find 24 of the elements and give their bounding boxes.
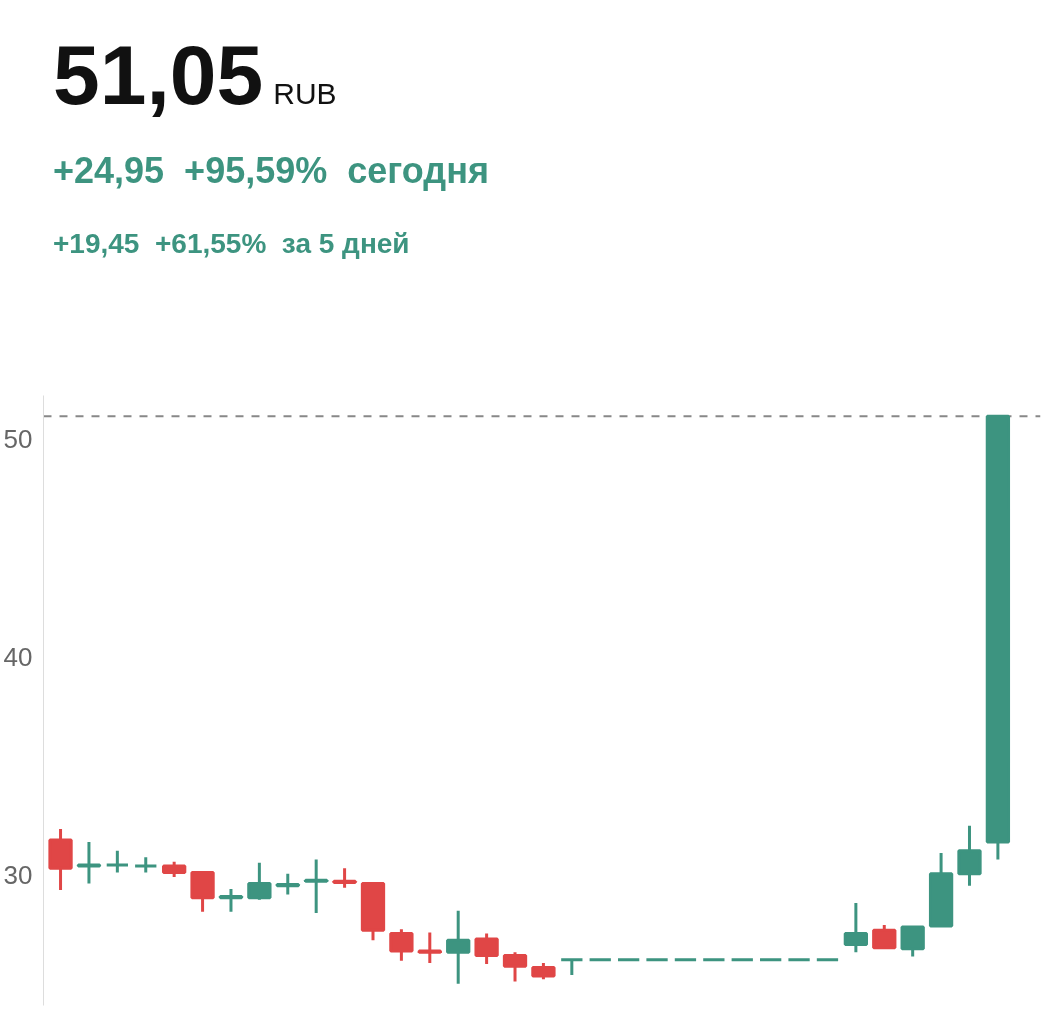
text: RUB [273, 77, 337, 110]
text: +19,45 +61,55% за 5 дней [53, 227, 411, 262]
chart-title: 51,05 [53, 28, 264, 122]
candlestick [872, 924, 897, 950]
candlestick [957, 824, 982, 886]
candlestick [247, 861, 272, 900]
candlestick [275, 873, 300, 895]
candlestick [446, 910, 471, 984]
candlestick [218, 888, 244, 912]
candlestick [105, 849, 130, 873]
candlestick [332, 868, 357, 888]
candlestick [900, 925, 925, 957]
chart-subtitle: +24,95 +95,59% сегодня [53, 149, 489, 193]
y-tick-label: 30 [3, 859, 33, 890]
candlestick [559, 958, 584, 975]
candlestick [389, 929, 414, 961]
candlestick [843, 903, 869, 954]
y-tick-label: 40 [3, 641, 33, 672]
candlestick [474, 933, 499, 965]
candlestick [76, 842, 102, 884]
y-tick-label: 50 [3, 424, 33, 455]
candlestick [304, 859, 329, 913]
candlestick [417, 932, 442, 964]
candlestick [502, 952, 528, 982]
